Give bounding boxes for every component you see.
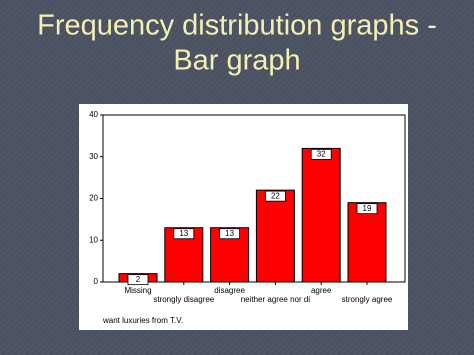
bar <box>255 189 295 283</box>
value-label: 2 <box>136 275 141 284</box>
y-tick-label: 30 <box>89 152 98 161</box>
value-label-box <box>356 203 378 215</box>
x-tick-label: agree <box>311 286 332 295</box>
x-tick-label: strongly disagree <box>153 295 214 304</box>
y-tick-label: 10 <box>89 235 98 244</box>
value-label-box <box>310 148 332 160</box>
y-tick-label: 0 <box>94 277 99 286</box>
value-label: 22 <box>271 191 280 200</box>
bar <box>347 202 387 283</box>
value-label: 32 <box>317 150 326 159</box>
value-label-box <box>219 228 241 240</box>
value-label: 19 <box>363 204 372 213</box>
slide-title: Frequency distribution graphs - <box>37 10 437 42</box>
bar <box>301 147 341 283</box>
y-tick-label: 20 <box>89 194 98 203</box>
y-tick-label: 40 <box>89 110 98 119</box>
x-tick-label: disagree <box>214 286 245 295</box>
x-tick-label: Missing <box>124 286 151 295</box>
value-label-box <box>264 190 286 202</box>
x-tick-label: neither agree nor di <box>241 295 311 304</box>
value-label-box <box>127 274 149 286</box>
value-label: 13 <box>179 229 188 238</box>
x-tick-label: strongly agree <box>342 295 393 304</box>
value-label-box <box>173 228 195 240</box>
x-axis-label: want luxuries from T.V. <box>102 316 183 325</box>
value-label: 13 <box>225 229 234 238</box>
slide-title: Bar graph <box>173 45 300 77</box>
